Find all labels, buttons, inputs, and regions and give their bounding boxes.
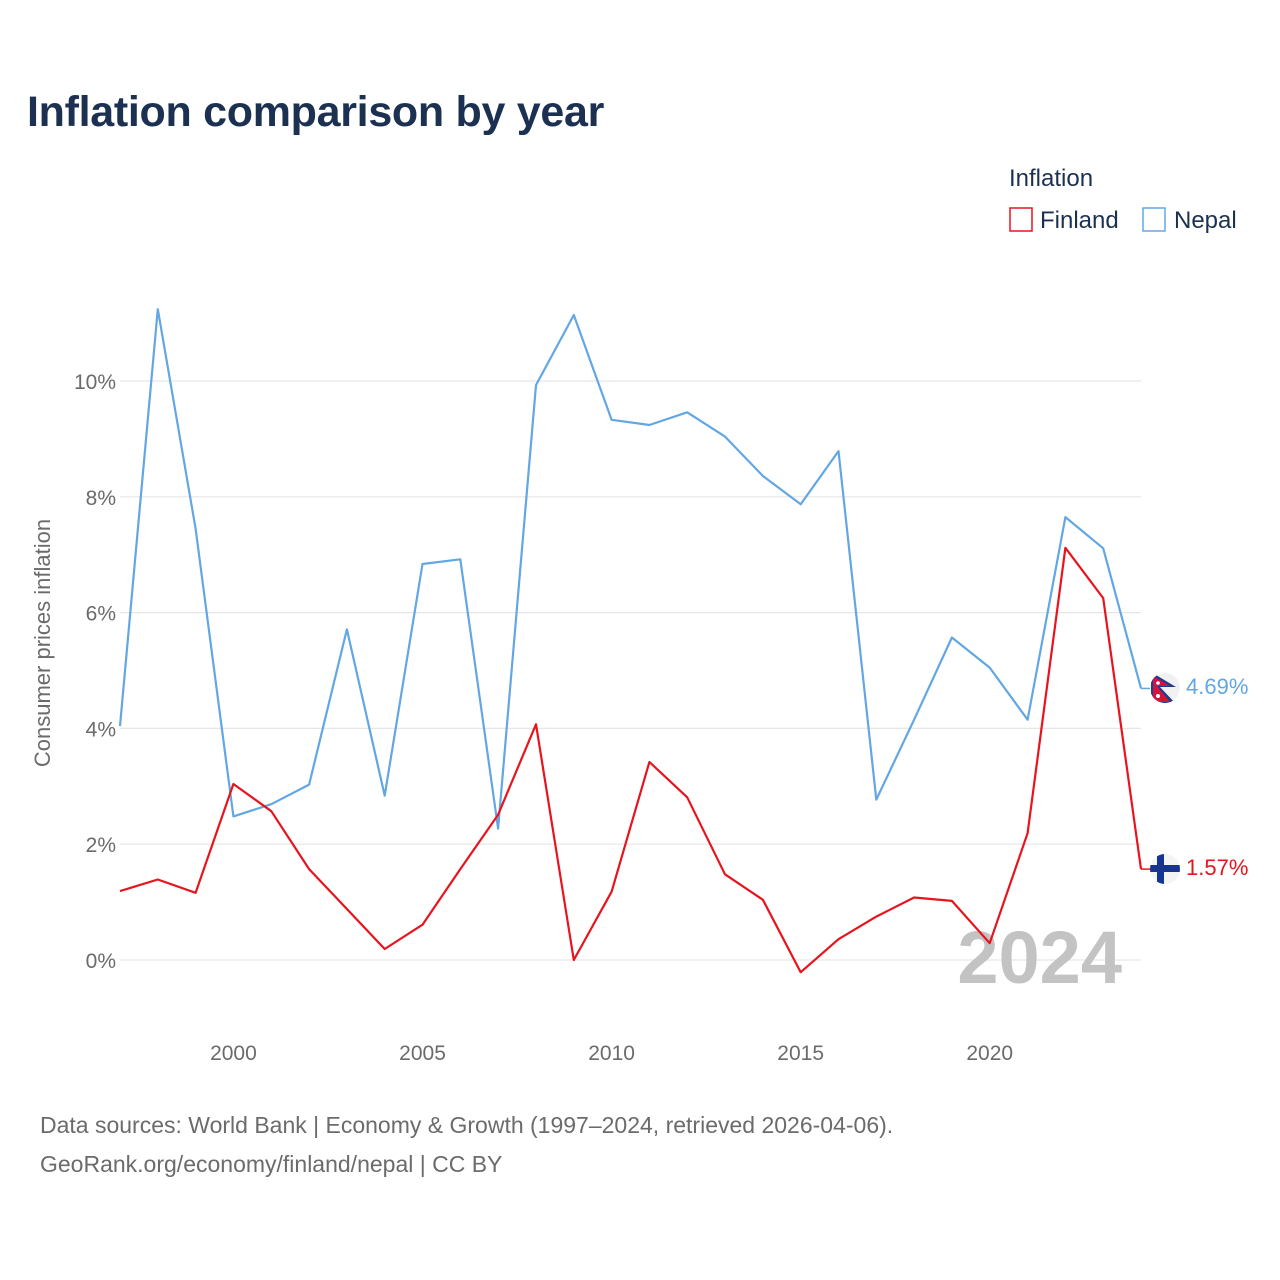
legend-label-finland[interactable]: Finland: [1040, 207, 1119, 234]
source-footer: Data sources: World Bank | Economy & Gro…: [40, 1106, 893, 1184]
source-line-2[interactable]: GeoRank.org/economy/finland/nepal | CC B…: [40, 1151, 503, 1177]
series-lines: [118, 308, 1151, 974]
x-axis-ticks: 2000 2005 2010 2015 2020: [210, 1042, 1013, 1065]
y-axis-ticks: 0% 2% 4% 6% 8% 10%: [74, 371, 116, 973]
legend-swatch-finland[interactable]: [1009, 207, 1033, 232]
legend-title: Inflation: [1009, 165, 1093, 192]
x-tick-label: 2010: [588, 1042, 635, 1065]
chart-svg: 0% 2% 4% 6% 8% 10% 2000 2005 2010 2015 2020 Consu…: [30, 165, 1248, 1065]
legend-swatch-nepal[interactable]: [1142, 207, 1166, 232]
y-tick-label: 10%: [74, 371, 116, 394]
finland-flag-icon: [1150, 854, 1180, 884]
legend-label-nepal[interactable]: Nepal: [1174, 207, 1237, 234]
x-tick-label: 2005: [399, 1042, 446, 1065]
year-annotation: 2024: [957, 916, 1122, 999]
chart-title: Inflation comparison by year: [27, 88, 605, 136]
x-tick-label: 2020: [966, 1042, 1013, 1065]
x-tick-label: 2000: [210, 1042, 257, 1065]
y-tick-label: 8%: [86, 487, 116, 510]
y-tick-label: 6%: [86, 603, 116, 626]
series-line-nepal[interactable]: [118, 308, 1143, 830]
grid-lines: [120, 380, 1141, 961]
nepal-end-marker: 4.69%: [1150, 673, 1248, 703]
finland-end-marker: 1.57%: [1150, 854, 1248, 884]
y-axis-label: Consumer prices inflation: [30, 519, 55, 767]
legend: Inflation Finland Nepal: [1009, 165, 1237, 234]
y-tick-label: 0%: [86, 950, 116, 973]
y-tick-label: 2%: [86, 834, 116, 857]
finland-end-label: 1.57%: [1186, 855, 1248, 880]
source-line-1: Data sources: World Bank | Economy & Gro…: [40, 1112, 894, 1138]
series-line-finland[interactable]: [119, 546, 1143, 974]
nepal-end-label: 4.69%: [1186, 674, 1248, 699]
x-tick-label: 2015: [777, 1042, 824, 1065]
y-tick-label: 4%: [86, 718, 116, 741]
nepal-flag-icon: [1150, 673, 1180, 703]
